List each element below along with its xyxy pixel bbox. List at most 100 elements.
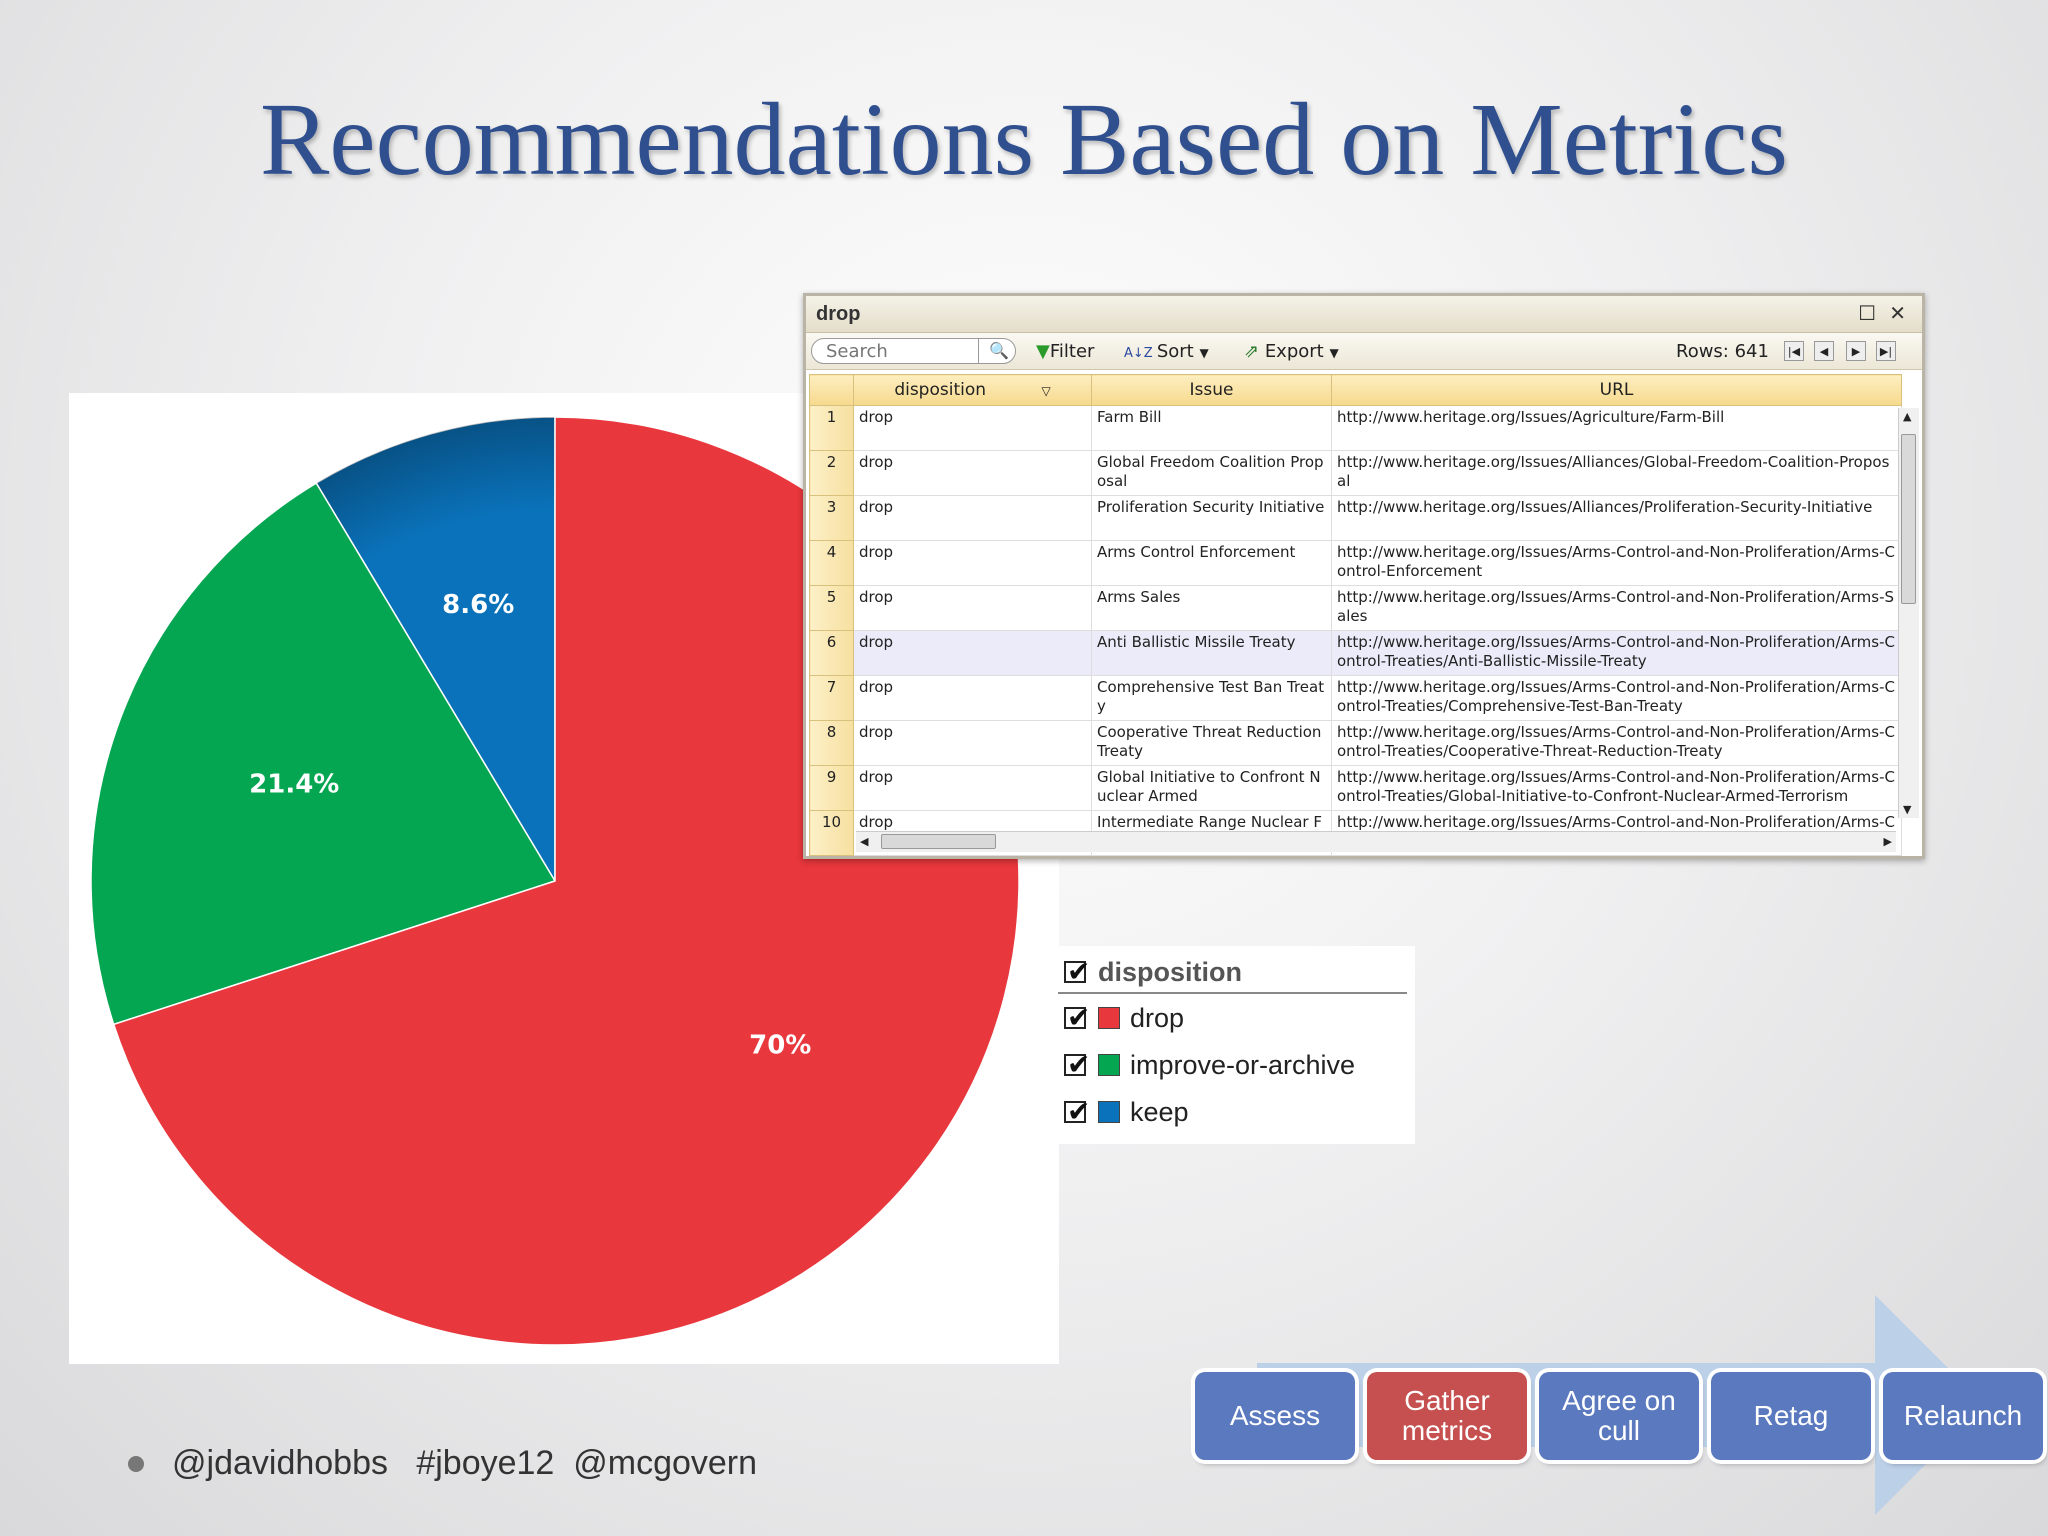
filter-button[interactable]: ▼Filter — [1036, 341, 1095, 362]
cell-url[interactable]: http://www.heritage.org/Issues/Arms-Cont… — [1331, 720, 1902, 766]
scroll-thumb[interactable] — [1901, 434, 1916, 604]
pie-label-improve-or-archive: 21.4% — [249, 769, 339, 799]
search-input[interactable] — [811, 338, 1016, 364]
pie-slice-improve-or-archive[interactable] — [90, 482, 557, 1026]
row-number[interactable]: 10 — [809, 810, 854, 856]
table-row[interactable]: 7 drop Comprehensive Test Ban Treaty http:/… — [809, 675, 1902, 721]
search-icon[interactable]: 🔍 — [978, 338, 1019, 364]
row-number[interactable]: 6 — [809, 630, 854, 676]
slide-title: Recommendations Based on Metrics — [260, 82, 1788, 197]
cell-url[interactable]: http://www.heritage.org/Issues/Arms-Cont… — [1331, 630, 1902, 676]
table-row[interactable]: 5 drop Arms Sales http://www.heritage.org/I… — [809, 585, 1902, 631]
chevron-down-icon: ▼ — [1329, 346, 1339, 360]
step-gather-metrics[interactable]: Gather metrics — [1367, 1372, 1527, 1460]
sort-button[interactable]: A↓Z Sort ▼ — [1124, 341, 1209, 362]
legend-item-keep[interactable]: keep — [1064, 1094, 1189, 1130]
funnel-icon: ▼ — [1036, 341, 1050, 362]
legend-label: keep — [1130, 1096, 1189, 1127]
cell-disposition[interactable]: drop — [853, 405, 1092, 451]
legend-label: drop — [1130, 1002, 1185, 1033]
checkbox-icon[interactable] — [1064, 1095, 1090, 1128]
checkbox-icon[interactable] — [1064, 955, 1090, 988]
row-number[interactable]: 9 — [809, 765, 854, 811]
scroll-thumb[interactable] — [881, 834, 996, 849]
cell-issue[interactable]: Global Freedom Coalition Proposal — [1091, 450, 1332, 496]
table-row[interactable]: 1 drop Farm Bill http://www.heritage.org/Is… — [809, 405, 1902, 451]
table-row[interactable]: 4 drop Arms Control Enforcement http://www.… — [809, 540, 1902, 586]
cell-url[interactable]: http://www.heritage.org/Issues/Arms-Cont… — [1331, 585, 1902, 631]
footer-text: @jdavidhobbs #jboye12 @mcgovern — [172, 1444, 758, 1482]
cell-url[interactable]: http://www.heritage.org/Issues/Alliances… — [1331, 495, 1902, 541]
legend-label: improve-or-archive — [1130, 1049, 1356, 1080]
table-row[interactable]: 8 drop Cooperative Threat Reduction Treaty… — [809, 720, 1902, 766]
column-header-issue[interactable]: Issue — [1091, 374, 1332, 406]
cell-issue[interactable]: Comprehensive Test Ban Treaty — [1091, 675, 1332, 721]
step-retag[interactable]: Retag — [1711, 1372, 1871, 1460]
legend-item-drop[interactable]: drop — [1064, 1000, 1184, 1036]
column-header-url[interactable]: URL — [1331, 374, 1902, 406]
row-number[interactable]: 3 — [809, 495, 854, 541]
close-icon[interactable]: ✕ — [1889, 301, 1906, 325]
cell-disposition[interactable]: drop — [853, 450, 1092, 496]
pie-label-drop: 70% — [749, 1031, 811, 1061]
cell-url[interactable]: http://www.heritage.org/Issues/Arms-Cont… — [1331, 675, 1902, 721]
table-row[interactable]: 2 drop Global Freedom Coalition Proposal ht… — [809, 450, 1902, 496]
row-number[interactable]: 4 — [809, 540, 854, 586]
cell-issue[interactable]: Cooperative Threat Reduction Treaty — [1091, 720, 1332, 766]
cell-issue[interactable]: Proliferation Security Initiative — [1091, 495, 1332, 541]
row-number[interactable]: 5 — [809, 585, 854, 631]
row-number[interactable]: 1 — [809, 405, 854, 451]
column-header-disposition[interactable]: disposition ▽ — [853, 374, 1092, 406]
row-number[interactable]: 7 — [809, 675, 854, 721]
legend-item-improve-or-archive[interactable]: improve-or-archive — [1064, 1047, 1355, 1083]
cell-disposition[interactable]: drop — [853, 720, 1092, 766]
scroll-left-icon[interactable]: ◀ — [860, 835, 869, 848]
checkbox-icon[interactable] — [1064, 1048, 1090, 1081]
horizontal-scrollbar[interactable]: ◀ ▶ — [856, 831, 1896, 852]
cell-issue[interactable]: Global Initiative to Confront Nuclear Ar… — [1091, 765, 1332, 811]
vertical-scrollbar[interactable]: ▲ ▼ — [1898, 408, 1919, 818]
cell-disposition[interactable]: drop — [853, 495, 1092, 541]
first-page-icon[interactable]: |◀ — [1784, 341, 1804, 361]
scroll-right-icon[interactable]: ▶ — [1883, 835, 1892, 848]
next-page-icon[interactable]: ▶ — [1846, 341, 1866, 361]
footer-bullet: @jdavidhobbs #jboye12 @mcgovern — [128, 1444, 757, 1483]
step-assess[interactable]: Assess — [1195, 1372, 1355, 1460]
cell-issue[interactable]: Arms Sales — [1091, 585, 1332, 631]
cell-disposition[interactable]: drop — [853, 765, 1092, 811]
maximize-icon[interactable]: ☐ — [1858, 301, 1876, 325]
data-table: disposition ▽ Issue URL 1 drop Farm Bill ht… — [809, 374, 1902, 856]
row-number[interactable]: 2 — [809, 450, 854, 496]
export-button[interactable]: ⇗ Export ▼ — [1244, 341, 1339, 362]
scroll-up-icon[interactable]: ▲ — [1903, 410, 1912, 423]
table-row[interactable]: 6 drop Anti Ballistic Missile Treaty http:/… — [809, 630, 1902, 676]
cell-issue[interactable]: Arms Control Enforcement — [1091, 540, 1332, 586]
cell-disposition[interactable]: drop — [853, 540, 1092, 586]
cell-issue[interactable]: Anti Ballistic Missile Treaty — [1091, 630, 1332, 676]
cell-issue[interactable]: Farm Bill — [1091, 405, 1332, 451]
legend-title: disposition — [1098, 956, 1242, 987]
cell-url[interactable]: http://www.heritage.org/Issues/Alliances… — [1331, 450, 1902, 496]
step-agree-on-cull[interactable]: Agree on cull — [1539, 1372, 1699, 1460]
table-row[interactable]: 3 drop Proliferation Security Initiative ht… — [809, 495, 1902, 541]
cell-url[interactable]: http://www.heritage.org/Issues/Arms-Cont… — [1331, 765, 1902, 811]
row-number-header — [809, 374, 854, 406]
cell-disposition[interactable]: drop — [853, 585, 1092, 631]
last-page-icon[interactable]: ▶| — [1876, 341, 1896, 361]
legend-divider — [1058, 992, 1407, 994]
table-row[interactable]: 9 drop Global Initiative to Confront Nucle… — [809, 765, 1902, 811]
prev-page-icon[interactable]: ◀ — [1814, 341, 1834, 361]
row-number[interactable]: 8 — [809, 720, 854, 766]
cell-disposition[interactable]: drop — [853, 630, 1092, 676]
cell-disposition[interactable]: drop — [853, 675, 1092, 721]
cell-url[interactable]: http://www.heritage.org/Issues/Agricultu… — [1331, 405, 1902, 451]
scroll-down-icon[interactable]: ▼ — [1903, 803, 1912, 816]
checkbox-icon[interactable] — [1064, 1001, 1090, 1034]
cell-url[interactable]: http://www.heritage.org/Issues/Arms-Cont… — [1331, 540, 1902, 586]
chevron-down-icon: ▼ — [1199, 346, 1209, 360]
legend-header[interactable]: disposition — [1064, 954, 1242, 990]
dropdown-icon[interactable]: ▽ — [1041, 384, 1051, 398]
window-titlebar[interactable]: drop ☐ ✕ — [806, 296, 1922, 333]
step-relaunch[interactable]: Relaunch — [1883, 1372, 2043, 1460]
data-grid-window: drop ☐ ✕ 🔍 ▼Filter A↓Z Sort ▼ ⇗ Export ▼… — [803, 293, 1925, 859]
